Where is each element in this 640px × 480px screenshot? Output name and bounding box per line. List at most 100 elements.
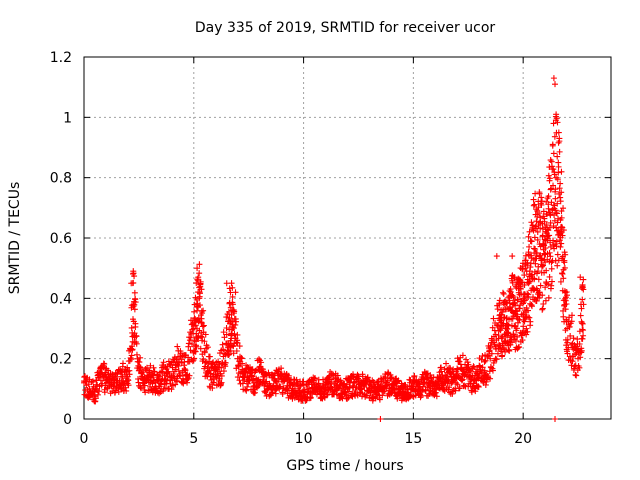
data-point xyxy=(267,382,274,389)
data-point xyxy=(152,379,159,386)
data-point xyxy=(528,303,535,310)
data-point xyxy=(572,371,579,378)
data-point xyxy=(196,302,203,309)
data-point xyxy=(142,389,149,396)
data-point xyxy=(218,379,225,386)
data-point xyxy=(578,305,585,312)
data-point xyxy=(174,343,181,350)
data-point xyxy=(426,382,433,389)
data-point xyxy=(215,358,222,365)
data-point xyxy=(136,363,143,370)
data-point xyxy=(97,377,104,384)
data-point xyxy=(548,265,555,272)
data-point xyxy=(126,371,133,378)
data-point xyxy=(113,379,120,386)
data-point xyxy=(379,392,386,399)
data-point xyxy=(526,271,533,278)
data-point xyxy=(234,339,241,346)
data-point xyxy=(114,370,121,377)
data-point xyxy=(539,232,546,239)
data-point xyxy=(133,333,140,340)
data-point xyxy=(364,374,371,381)
data-point xyxy=(218,364,225,371)
data-point xyxy=(135,367,142,374)
data-point xyxy=(556,135,563,142)
x-tick-label: 15 xyxy=(404,431,422,447)
data-point xyxy=(561,264,568,271)
data-point xyxy=(468,368,475,375)
data-point xyxy=(289,385,296,392)
data-point xyxy=(504,321,511,328)
y-tick-label: 1.2 xyxy=(50,50,72,66)
data-point xyxy=(377,385,384,392)
data-point xyxy=(541,218,548,225)
data-point xyxy=(191,355,198,362)
data-point xyxy=(184,376,191,383)
data-point xyxy=(479,364,486,371)
data-point xyxy=(206,353,213,360)
data-point xyxy=(534,236,541,243)
data-point xyxy=(363,392,370,399)
data-point xyxy=(192,322,199,329)
data-point xyxy=(131,306,138,313)
data-point xyxy=(532,246,539,253)
y-tick-label: 0.8 xyxy=(50,171,72,187)
data-point xyxy=(492,331,499,338)
data-point xyxy=(514,333,521,340)
data-point xyxy=(520,295,527,302)
y-tick-label: 1 xyxy=(63,110,72,126)
data-point xyxy=(200,356,207,363)
data-point xyxy=(572,362,579,369)
data-point xyxy=(488,350,495,357)
data-point xyxy=(509,253,516,260)
data-point xyxy=(542,245,549,252)
data-point xyxy=(557,216,564,223)
data-point xyxy=(415,385,422,392)
data-point xyxy=(443,360,450,367)
data-point xyxy=(533,298,540,305)
data-point xyxy=(521,272,528,279)
data-point xyxy=(349,382,356,389)
data-point xyxy=(492,355,499,362)
data-point xyxy=(496,297,503,304)
data-point xyxy=(339,385,346,392)
data-point xyxy=(481,367,488,374)
data-point xyxy=(557,198,564,205)
data-point xyxy=(580,276,587,283)
data-point xyxy=(569,340,576,347)
data-point xyxy=(542,259,549,266)
data-point xyxy=(160,359,167,366)
data-point xyxy=(418,392,425,399)
data-point xyxy=(201,338,208,345)
data-point xyxy=(223,314,230,321)
data-point xyxy=(131,289,138,296)
data-point xyxy=(258,359,265,366)
data-point xyxy=(556,148,563,155)
data-point xyxy=(512,337,519,344)
data-point xyxy=(543,267,550,274)
data-point xyxy=(494,306,501,313)
data-point xyxy=(552,81,559,88)
data-point xyxy=(216,350,223,357)
data-point xyxy=(177,373,184,380)
data-point xyxy=(378,378,385,385)
data-point xyxy=(409,393,416,400)
data-point xyxy=(456,358,463,365)
data-point xyxy=(459,367,466,374)
data-point xyxy=(493,253,500,260)
data-point xyxy=(323,391,330,398)
data-point xyxy=(189,341,196,348)
data-point xyxy=(494,350,501,357)
data-point xyxy=(486,368,493,375)
data-point xyxy=(465,373,472,380)
data-point xyxy=(481,358,488,365)
data-point xyxy=(220,368,227,375)
data-point xyxy=(524,290,531,297)
data-point xyxy=(509,279,516,286)
data-point xyxy=(563,292,570,299)
data-point xyxy=(192,348,199,355)
data-point xyxy=(552,186,559,193)
data-point xyxy=(393,385,400,392)
data-point xyxy=(355,379,362,386)
data-point xyxy=(558,189,565,196)
